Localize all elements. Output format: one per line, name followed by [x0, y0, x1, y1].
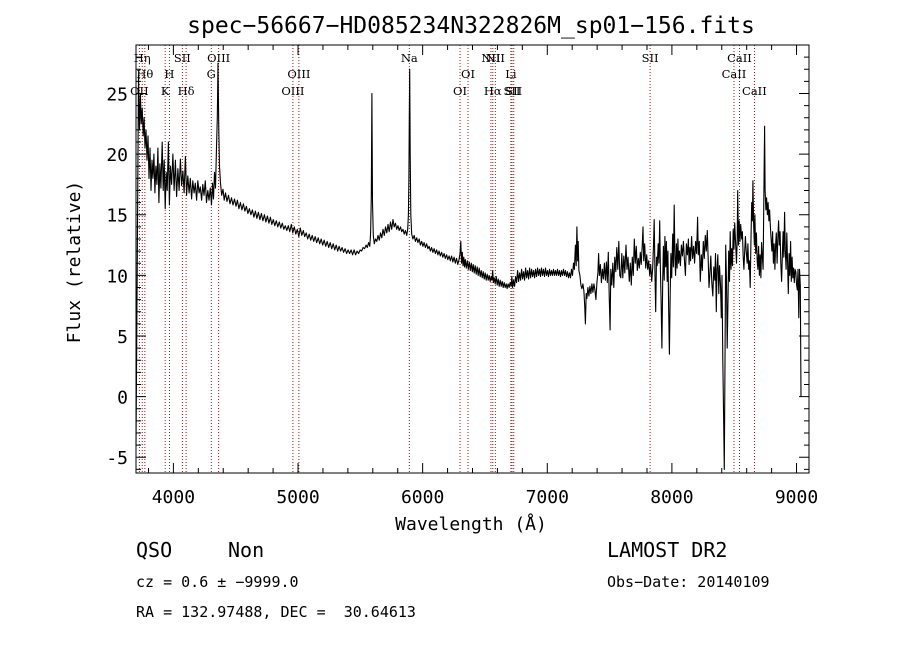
line-marker-label: K — [161, 84, 170, 98]
line-marker-label: Hα — [484, 84, 502, 98]
y-tick-label: 10 — [106, 266, 128, 287]
line-marker-label: OI — [461, 67, 475, 81]
line-marker-label: Hδ — [178, 84, 195, 98]
spectrum-line — [135, 62, 802, 470]
y-tick-label: 15 — [106, 206, 128, 227]
line-marker-label: SII — [505, 84, 522, 98]
y-tick-label: 20 — [106, 145, 128, 166]
x-tick-label: 4000 — [152, 487, 195, 508]
line-marker-label: OII — [130, 84, 149, 98]
line-marker-label: Hη — [134, 51, 151, 65]
survey-name: LAMOST DR2 — [607, 538, 728, 562]
line-marker-label: OIII — [287, 67, 310, 81]
y-tick-label: 0 — [117, 388, 128, 409]
line-marker-label: Li — [505, 67, 517, 81]
y-tick-label: -5 — [106, 448, 128, 469]
x-tick-label: 9000 — [775, 487, 818, 508]
x-axis-label: Wavelength (Å) — [395, 513, 547, 535]
y-axis-ticks: -5 0 5 10 15 20 25 — [106, 56, 809, 470]
x-axis-ticks: 4000 5000 6000 7000 8000 9000 — [147, 45, 818, 508]
line-marker-label: Hθ — [136, 67, 153, 81]
spectrum-layer — [135, 62, 802, 470]
line-marker-label: SII — [174, 51, 191, 65]
object-subclass: Non — [228, 538, 265, 562]
line-marker-label: NII — [486, 51, 505, 65]
line-marker-label: OIII — [207, 51, 230, 65]
line-markers: OIIHηHθKHSIIHδGOIIIOIIIOIIINaOIOINIIHαNI… — [130, 45, 767, 473]
y-tick-label: 5 — [117, 327, 128, 348]
object-class: QSO — [136, 538, 173, 562]
line-marker-label: H — [164, 67, 174, 81]
line-marker-label: CaII — [727, 51, 752, 65]
x-tick-label: 7000 — [526, 487, 569, 508]
line-marker-label: OIII — [281, 84, 304, 98]
obs-date-line: Obs−Date: 20140109 — [607, 573, 770, 591]
line-marker-label: SII — [642, 51, 659, 65]
line-marker-label: SII — [504, 84, 521, 98]
y-axis-label: Flux (relative) — [64, 181, 85, 344]
line-marker-label: CaII — [722, 67, 747, 81]
line-marker-label: CaII — [742, 84, 767, 98]
chart-title: spec−56667−HD085234N322826M_sp01−156.fit… — [187, 13, 755, 39]
x-tick-label: 8000 — [650, 487, 693, 508]
y-tick-label: 25 — [106, 84, 128, 105]
line-marker-label: OI — [453, 84, 467, 98]
line-marker-label: G — [207, 67, 216, 81]
x-tick-label: 6000 — [401, 487, 444, 508]
x-tick-label: 5000 — [276, 487, 319, 508]
coordinates-line: RA = 132.97488, DEC = 30.64613 — [136, 603, 416, 621]
line-marker-label: Na — [401, 51, 418, 65]
redshift-line: cz = 0.6 ± −9999.0 — [136, 573, 299, 591]
